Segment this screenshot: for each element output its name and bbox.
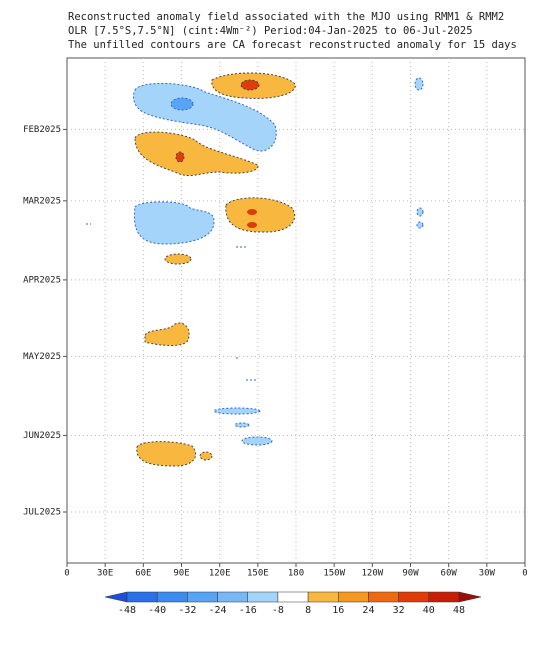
contour <box>175 151 185 163</box>
contour <box>240 79 260 91</box>
colorbar-label: 48 <box>453 605 465 616</box>
colorbar-label: 16 <box>332 605 344 616</box>
colorbar-label: 8 <box>305 605 311 616</box>
colorbar-segment <box>187 591 218 603</box>
contour <box>170 97 194 111</box>
contour <box>234 422 250 428</box>
x-tick-label: 120E <box>209 569 231 579</box>
colorbar-label: -8 <box>272 605 284 616</box>
x-tick-label: 30E <box>97 569 113 579</box>
x-tick-label: 150W <box>323 569 345 579</box>
x-tick-label: 180 <box>288 569 304 579</box>
colorbar-segment <box>368 591 399 603</box>
colorbar-label: 40 <box>423 605 435 616</box>
contour <box>416 221 424 229</box>
colorbar-segment <box>338 591 369 603</box>
anomaly-contours <box>86 72 424 467</box>
y-tick-label: FEB2025 <box>23 125 61 135</box>
contour <box>414 77 424 91</box>
x-tick-label: 60W <box>441 569 458 579</box>
colorbar-segment <box>428 591 460 603</box>
contour <box>134 131 259 177</box>
y-tick-label: JUN2025 <box>23 431 61 441</box>
contour <box>247 209 257 215</box>
x-tick-label: 0 <box>64 569 69 579</box>
contour <box>199 451 213 461</box>
x-tick-label: 150E <box>247 569 269 579</box>
y-tick-label: MAR2025 <box>23 196 61 206</box>
colorbar-label: -48 <box>118 605 136 616</box>
colorbar-segment <box>247 591 279 603</box>
titles: Reconstructed anomaly field associated w… <box>68 11 517 51</box>
contour <box>164 253 192 265</box>
contour <box>247 222 257 228</box>
x-tick-label: 0 <box>522 569 527 579</box>
colorbar-label: 32 <box>393 605 405 616</box>
contour <box>225 197 296 233</box>
contour <box>241 436 273 446</box>
colorbar-segment <box>307 591 339 603</box>
y-tick-label: MAY2025 <box>23 352 61 362</box>
colorbar-segment <box>277 591 309 603</box>
colorbar-label: -40 <box>148 605 166 616</box>
x-tick-label: 120W <box>361 569 383 579</box>
y-tick-label: APR2025 <box>23 275 61 285</box>
y-tick-label: JUL2025 <box>23 507 61 517</box>
contour <box>136 441 197 467</box>
colorbar-triangle <box>458 591 482 603</box>
contour <box>213 407 261 415</box>
colorbar-segment <box>156 591 188 603</box>
x-tick-label: 90E <box>173 569 189 579</box>
title-line: The unfilled contours are CA forecast re… <box>68 39 517 51</box>
contour <box>416 207 424 217</box>
contour <box>132 82 277 152</box>
title-line: Reconstructed anomaly field associated w… <box>68 11 504 23</box>
x-tick-label: 30W <box>479 569 496 579</box>
colorbar-segment <box>217 591 248 603</box>
colorbar-segment <box>126 591 158 603</box>
colorbar-label: -24 <box>209 605 227 616</box>
contour <box>133 201 215 245</box>
colorbar-triangle <box>104 591 128 603</box>
colorbar-label: -16 <box>239 605 257 616</box>
x-tick-label: 60E <box>135 569 151 579</box>
colorbar-segment <box>398 591 430 603</box>
x-tick-label: 90W <box>402 569 419 579</box>
title-line: OLR [7.5°S,7.5°N] (cint:4Wm⁻²) Period:04… <box>68 25 473 37</box>
colorbar-label: -32 <box>178 605 196 616</box>
colorbar-label: 24 <box>362 605 374 616</box>
contour <box>144 322 190 346</box>
